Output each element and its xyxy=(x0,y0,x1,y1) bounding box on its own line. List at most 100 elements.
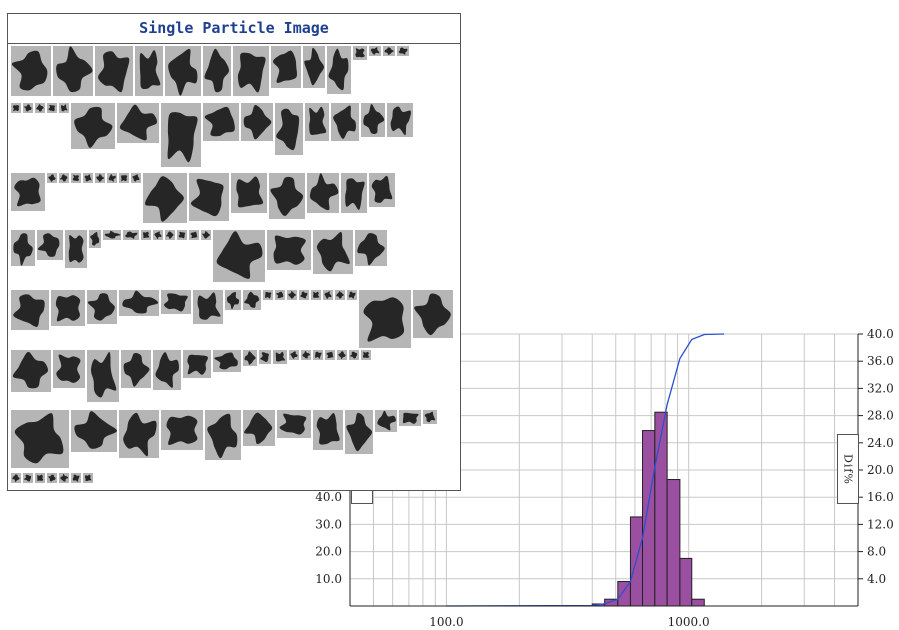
particle-silhouette xyxy=(121,175,128,182)
particle-thumbnail xyxy=(355,230,387,266)
particle-thumbnail xyxy=(289,350,299,360)
particle-thumbnail xyxy=(345,410,373,454)
particle-thumbnail xyxy=(387,103,413,137)
particle-thumbnail xyxy=(313,410,343,450)
particle-thumbnail xyxy=(153,350,181,390)
particle-silhouette xyxy=(48,474,56,482)
particle-thumbnail xyxy=(143,173,187,223)
particle-thumbnail xyxy=(183,350,211,378)
particle-silhouette xyxy=(316,232,350,272)
particle-gallery xyxy=(11,46,453,483)
particle-thumbnail xyxy=(121,350,151,388)
particle-silhouette xyxy=(302,350,311,359)
particle-thumbnail xyxy=(53,46,93,96)
particle-silhouette xyxy=(132,174,140,182)
particle-silhouette xyxy=(363,103,385,134)
particle-thumbnail xyxy=(193,290,223,324)
particle-silhouette xyxy=(13,294,45,327)
particle-thumbnail xyxy=(369,46,381,56)
right-tick-label: 32.0 xyxy=(867,381,894,395)
left-tick-label: 30.0 xyxy=(315,517,342,531)
particle-silhouette xyxy=(204,106,235,137)
particle-silhouette xyxy=(414,293,451,336)
particle-silhouette xyxy=(122,290,159,314)
particle-silhouette xyxy=(362,351,370,358)
particle-silhouette xyxy=(237,52,266,93)
particle-silhouette xyxy=(154,231,162,240)
particle-thumbnail xyxy=(225,290,241,310)
particle-silhouette xyxy=(125,231,138,239)
particle-silhouette xyxy=(328,48,349,91)
panel-title: Single Particle Image xyxy=(8,14,460,44)
single-particle-image-panel: Single Particle Image xyxy=(7,13,461,491)
particle-silhouette xyxy=(36,104,44,112)
particle-silhouette xyxy=(244,291,260,308)
particle-silhouette xyxy=(72,174,80,182)
particle-thumbnail xyxy=(47,473,57,483)
particle-silhouette xyxy=(37,233,60,257)
particle-thumbnail xyxy=(349,350,359,360)
particle-thumbnail xyxy=(11,103,21,113)
particle-silhouette xyxy=(143,231,150,238)
particle-silhouette xyxy=(68,235,84,263)
particle-silhouette xyxy=(119,104,158,141)
particle-silhouette xyxy=(300,291,308,299)
particle-thumbnail xyxy=(353,46,367,60)
particle-thumbnail xyxy=(271,46,301,88)
particle-silhouette xyxy=(97,51,130,93)
right-axis-label: Dif% xyxy=(841,453,855,485)
particle-silhouette xyxy=(48,104,56,112)
particle-thumbnail xyxy=(313,230,353,274)
particle-thumbnail xyxy=(135,46,163,96)
particle-silhouette xyxy=(260,352,269,362)
particle-silhouette xyxy=(145,176,184,222)
particle-silhouette xyxy=(178,231,186,239)
particle-silhouette xyxy=(315,351,322,359)
particle-thumbnail xyxy=(11,46,51,96)
particle-thumbnail xyxy=(11,410,69,468)
right-tick-label: 36.0 xyxy=(867,354,894,368)
right-tick-label: 8.0 xyxy=(867,545,886,559)
particle-thumbnail xyxy=(95,46,133,96)
particle-thumbnail xyxy=(213,230,265,282)
particle-silhouette xyxy=(204,48,230,93)
particle-thumbnail xyxy=(383,46,395,56)
particle-silhouette xyxy=(14,413,64,464)
particle-thumbnail xyxy=(369,173,395,207)
particle-silhouette xyxy=(398,47,408,55)
particle-thumbnail xyxy=(397,46,409,56)
left-tick-label: 10.0 xyxy=(315,572,342,586)
particle-silhouette xyxy=(309,106,327,136)
particle-thumbnail xyxy=(305,103,329,141)
particle-silhouette xyxy=(338,351,346,360)
particle-silhouette xyxy=(48,174,56,182)
particle-silhouette xyxy=(84,474,92,482)
particle-silhouette xyxy=(313,291,320,298)
particle-silhouette xyxy=(166,415,198,445)
particle-thumbnail xyxy=(35,473,45,483)
particle-silhouette xyxy=(349,351,358,359)
particle-silhouette xyxy=(56,354,81,383)
particle-silhouette xyxy=(357,233,385,266)
particle-thumbnail xyxy=(233,46,269,96)
particle-thumbnail xyxy=(243,350,257,366)
particle-thumbnail xyxy=(337,350,347,360)
particle-thumbnail xyxy=(51,290,85,326)
particle-silhouette xyxy=(276,108,300,151)
particle-thumbnail xyxy=(241,103,273,141)
particle-thumbnail xyxy=(177,230,187,240)
particle-silhouette xyxy=(123,352,150,387)
histogram-bar xyxy=(654,411,668,607)
particle-silhouette xyxy=(59,174,68,182)
particle-thumbnail xyxy=(307,173,339,213)
particle-silhouette xyxy=(207,413,238,459)
particle-thumbnail xyxy=(59,473,69,483)
particle-silhouette xyxy=(371,175,393,203)
particle-silhouette xyxy=(390,106,411,136)
particle-thumbnail xyxy=(59,173,69,183)
particle-silhouette xyxy=(87,293,115,321)
particle-silhouette xyxy=(275,351,286,362)
particle-silhouette xyxy=(265,292,272,299)
left-axis-label-box xyxy=(351,490,373,504)
particle-silhouette xyxy=(326,351,334,359)
